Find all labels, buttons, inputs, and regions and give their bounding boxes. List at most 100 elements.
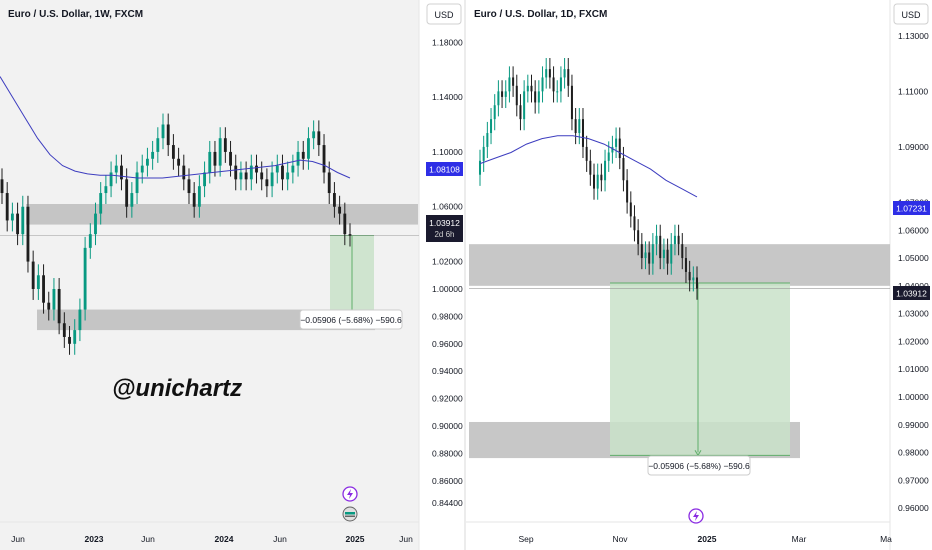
- candle-body: [552, 77, 555, 92]
- left-candles: [0, 113, 352, 355]
- y-tick-label: 1.00000: [898, 392, 929, 402]
- candle-body: [104, 186, 108, 194]
- candle-body: [203, 172, 206, 187]
- candle-body: [626, 180, 629, 203]
- candle-body: [109, 172, 113, 187]
- candle-body: [114, 165, 118, 173]
- right-currency-button[interactable]: [893, 3, 929, 25]
- candle-body: [530, 85, 533, 92]
- candle-body: [692, 277, 695, 281]
- candle-body: [120, 165, 123, 180]
- candle-body: [497, 91, 500, 106]
- lightning-icon[interactable]: [688, 508, 704, 524]
- candle-body: [600, 174, 603, 181]
- support-zone[interactable]: [37, 309, 375, 331]
- candle-body: [171, 145, 175, 159]
- candle-body: [615, 138, 618, 147]
- candle-body: [593, 174, 596, 189]
- candle-body: [534, 91, 537, 103]
- candle-body: [519, 105, 522, 120]
- candle-body: [640, 244, 643, 259]
- right-price-axis[interactable]: [890, 0, 932, 550]
- x-tick-label: 2023: [85, 534, 104, 544]
- candle-body: [10, 213, 14, 221]
- candle-body: [589, 160, 592, 175]
- left-last-price: 1.03912: [429, 218, 460, 228]
- candle-body: [275, 165, 279, 173]
- candle-body: [662, 249, 665, 259]
- y-tick-label: 1.01000: [898, 364, 929, 374]
- x-tick-label: 2025: [698, 534, 717, 544]
- candle-body: [490, 119, 493, 134]
- candle-body: [327, 172, 331, 194]
- left-ma-badge: 1.08108: [426, 162, 463, 176]
- candle-body: [548, 69, 551, 78]
- target-range-box[interactable]: [610, 283, 790, 456]
- chart-logo-icon[interactable]: [342, 506, 358, 522]
- left-measure-tooltip: −0.05906 (−5.68%) −590.6: [299, 309, 403, 330]
- candle-body: [73, 330, 77, 344]
- candle-body: [78, 309, 82, 331]
- candle-body: [585, 146, 588, 161]
- y-tick-label: 1.10000: [432, 147, 463, 157]
- candle-body: [156, 138, 160, 152]
- candle-body: [688, 271, 691, 281]
- candle-body: [348, 234, 352, 236]
- candle-body: [570, 85, 573, 120]
- candle-body: [99, 193, 103, 214]
- candle-body: [36, 275, 40, 289]
- left-chart-title: Euro / U.S. Dollar, 1W, FXCM: [8, 9, 143, 20]
- right-target-box[interactable]: [469, 282, 890, 457]
- right-last-price: 1.03912: [896, 289, 927, 299]
- y-tick-label: 1.04000: [898, 281, 929, 291]
- x-tick-label: Jun: [141, 534, 155, 544]
- left-support-zones: [26, 204, 418, 331]
- candle-body: [648, 252, 651, 264]
- candle-body: [187, 179, 191, 194]
- candle-body: [343, 213, 347, 235]
- candle-body: [239, 172, 243, 180]
- candle-body: [130, 193, 134, 207]
- y-tick-label: 0.94000: [432, 366, 463, 376]
- y-tick-label: 0.90000: [432, 421, 463, 431]
- candle-body: [301, 151, 305, 159]
- candle-body: [607, 152, 610, 161]
- candle-body: [177, 158, 181, 166]
- candle-body: [68, 336, 71, 344]
- candle-body: [537, 91, 540, 103]
- y-tick-label: 1.00000: [432, 284, 463, 294]
- candle-body: [596, 174, 599, 189]
- target-arrow-head: [694, 450, 702, 457]
- candle-body: [140, 165, 144, 173]
- left-currency-button[interactable]: [426, 3, 462, 25]
- lightning-icon[interactable]: [342, 486, 358, 502]
- candle-body: [677, 235, 680, 245]
- x-tick-label: Jun: [273, 534, 287, 544]
- left-price-axis[interactable]: [419, 0, 464, 550]
- right-chart-title: Euro / U.S. Dollar, 1D, FXCM: [474, 9, 607, 20]
- candle-body: [213, 151, 217, 166]
- candle-body: [16, 213, 20, 235]
- candle-body: [504, 91, 507, 97]
- support-zone[interactable]: [26, 204, 418, 225]
- support-zone[interactable]: [469, 244, 890, 286]
- y-tick-label: 1.02000: [898, 336, 929, 346]
- y-tick-label: 0.84400: [432, 498, 463, 508]
- candle-body: [197, 186, 201, 207]
- candle-body: [161, 124, 165, 139]
- left-target-box[interactable]: [0, 235, 419, 318]
- candle-body: [192, 193, 196, 207]
- y-tick-label: 1.05000: [898, 253, 929, 263]
- candle-body: [670, 244, 673, 264]
- right-moving-average-line: [479, 135, 698, 198]
- x-tick-label: Jun: [399, 534, 413, 544]
- y-tick-label: 0.96000: [432, 339, 463, 349]
- candle-body: [208, 151, 212, 173]
- candle-body: [681, 244, 684, 259]
- y-tick-label: 0.99000: [898, 420, 929, 430]
- candle-body: [182, 165, 186, 180]
- y-tick-label: 0.97000: [898, 475, 929, 485]
- candle-body: [135, 172, 139, 194]
- candle-body: [218, 138, 222, 166]
